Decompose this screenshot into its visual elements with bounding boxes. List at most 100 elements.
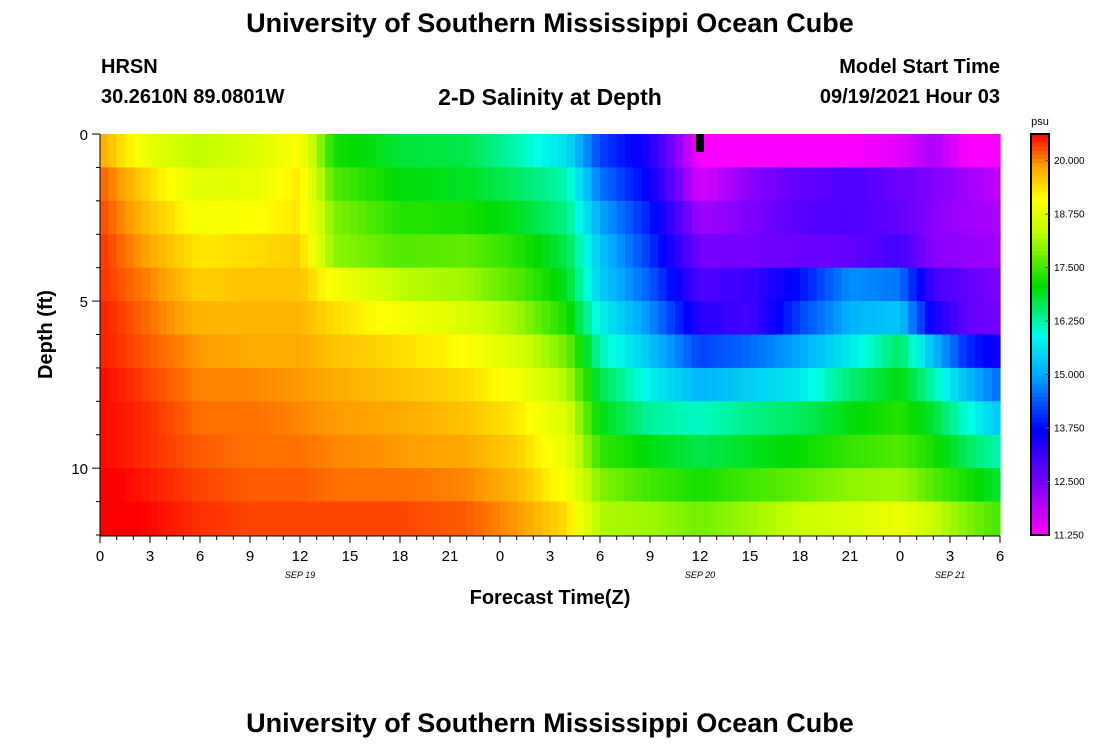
heatmap-cell <box>358 367 368 402</box>
heatmap-cell <box>816 434 826 469</box>
heatmap-cell <box>341 200 351 235</box>
heatmap-cell <box>658 434 668 469</box>
heatmap-cell <box>141 134 151 169</box>
heatmap-cell <box>283 134 293 169</box>
heatmap-cell <box>566 167 576 202</box>
colorbar-segment <box>1031 292 1049 298</box>
heatmap-cell <box>783 468 793 503</box>
heatmap-cell <box>825 267 834 302</box>
heatmap-cell <box>966 434 976 469</box>
heatmap-cell <box>800 167 809 202</box>
heatmap-cell <box>508 334 518 369</box>
heatmap-cell <box>183 234 193 269</box>
heatmap-cell <box>658 301 668 336</box>
heatmap-cell <box>908 234 918 269</box>
heatmap-cell <box>716 267 726 302</box>
heatmap-cell <box>533 167 543 202</box>
heatmap-cell <box>158 367 168 402</box>
heatmap-cell <box>141 367 151 402</box>
heatmap-cell <box>733 367 743 402</box>
heatmap-cell <box>450 367 459 402</box>
heatmap-cell <box>408 234 418 269</box>
heatmap-cell <box>216 468 226 503</box>
heatmap-cell <box>683 167 693 202</box>
heatmap-cell <box>233 301 243 336</box>
heatmap-cell <box>275 134 284 169</box>
heatmap-cell <box>133 301 143 336</box>
heatmap-cell <box>783 501 793 536</box>
heatmap-cell <box>516 401 526 436</box>
heatmap-cell <box>350 334 359 369</box>
heatmap-cell <box>158 434 168 469</box>
heatmap-cell <box>200 468 209 503</box>
heatmap-cell <box>641 334 651 369</box>
heatmap-cell <box>475 367 484 402</box>
heatmap-cell <box>616 367 626 402</box>
heatmap-cell <box>416 267 426 302</box>
heatmap-cell <box>491 401 501 436</box>
heatmap-cell <box>658 234 668 269</box>
heatmap-cell <box>683 334 693 369</box>
heatmap-cell <box>950 367 959 402</box>
colorbar-tick-label: 12.500 <box>1054 477 1085 488</box>
model-start-time: 09/19/2021 Hour 03 <box>819 86 1000 108</box>
heatmap-cell <box>650 367 659 402</box>
heatmap-cell <box>200 367 209 402</box>
heatmap-cell <box>966 267 976 302</box>
y-tick-label: 5 <box>80 294 88 311</box>
heatmap-cell <box>608 134 618 169</box>
heatmap-cell <box>383 367 393 402</box>
heatmap-cell <box>508 134 518 169</box>
colorbar-segment <box>1031 321 1049 327</box>
heatmap-cell <box>966 367 976 402</box>
heatmap-cell <box>358 167 368 202</box>
heatmap-cell <box>708 167 718 202</box>
heatmap-cell <box>458 134 468 169</box>
heatmap-cell <box>691 501 701 536</box>
heatmap-cell <box>858 334 868 369</box>
heatmap-cell <box>625 267 634 302</box>
heatmap-cell <box>391 468 401 503</box>
heatmap-cell <box>908 267 918 302</box>
heatmap-cell <box>775 234 784 269</box>
heatmap-cell <box>908 468 918 503</box>
heatmap-cell <box>166 367 176 402</box>
heatmap-cell <box>400 234 409 269</box>
heatmap-cell <box>208 434 218 469</box>
heatmap-cell <box>675 401 684 436</box>
heatmap-cell <box>466 401 476 436</box>
heatmap-cell <box>616 200 626 235</box>
heatmap-cell <box>816 167 826 202</box>
heatmap-cell <box>483 301 493 336</box>
heatmap-cell <box>241 468 251 503</box>
heatmap-cell <box>533 134 543 169</box>
heatmap-cell <box>658 167 668 202</box>
heatmap-cell <box>725 134 734 169</box>
colorbar-segment <box>1031 200 1049 206</box>
heatmap-cell <box>166 434 176 469</box>
heatmap-cell <box>533 401 543 436</box>
heatmap-cell <box>266 267 276 302</box>
heatmap-cell <box>108 468 118 503</box>
heatmap-cell <box>925 468 934 503</box>
heatmap-cell <box>416 134 426 169</box>
heatmap-cell <box>741 367 751 402</box>
heatmap-cell <box>583 401 593 436</box>
heatmap-cell <box>725 401 734 436</box>
heatmap-cell <box>800 301 809 336</box>
heatmap-cell <box>100 434 109 469</box>
colorbar-segment <box>1031 430 1049 436</box>
heatmap-cell <box>575 367 584 402</box>
heatmap-cell <box>775 468 784 503</box>
heatmap-cell <box>250 468 259 503</box>
heatmap-cell <box>275 200 284 235</box>
colorbar-segment <box>1031 522 1049 528</box>
heatmap-cell <box>166 468 176 503</box>
heatmap-cell <box>441 434 451 469</box>
heatmap-cell <box>883 401 893 436</box>
heatmap-cell <box>858 301 868 336</box>
heatmap-cell <box>566 200 576 235</box>
heatmap-cell <box>691 301 701 336</box>
heatmap-cell <box>350 501 359 536</box>
heatmap-cell <box>308 468 318 503</box>
